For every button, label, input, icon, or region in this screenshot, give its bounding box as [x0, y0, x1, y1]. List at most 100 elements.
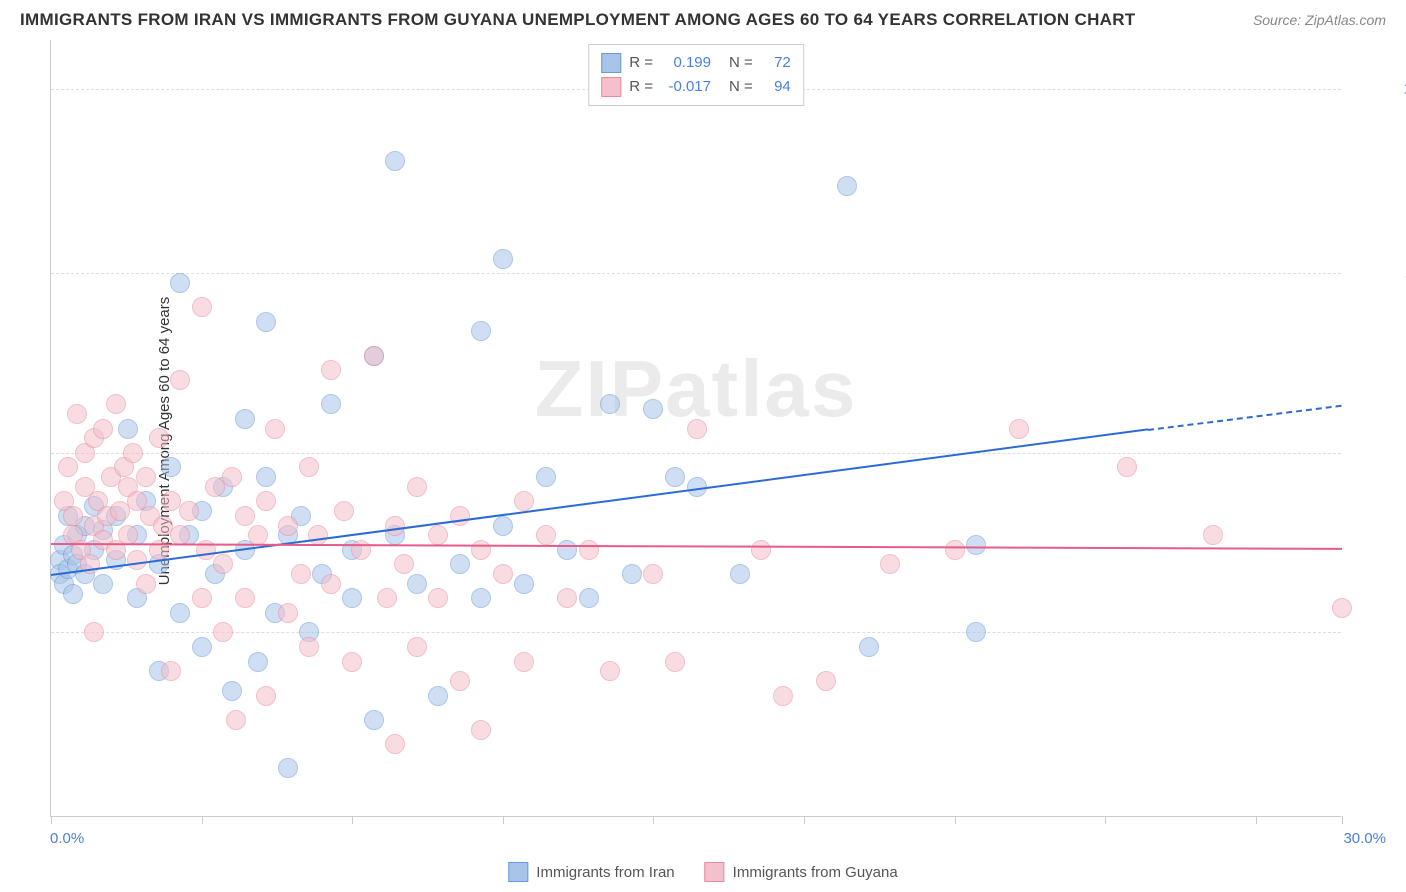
scatter-point	[536, 525, 556, 545]
scatter-point	[407, 477, 427, 497]
scatter-point	[256, 312, 276, 332]
scatter-point	[321, 394, 341, 414]
scatter-point	[248, 525, 268, 545]
scatter-point	[1009, 419, 1029, 439]
scatter-point	[93, 574, 113, 594]
legend-r-label: R =	[629, 51, 653, 75]
scatter-point	[192, 297, 212, 317]
x-tick	[202, 816, 203, 824]
scatter-point	[308, 525, 328, 545]
scatter-point	[235, 506, 255, 526]
scatter-point	[450, 554, 470, 574]
scatter-point	[643, 399, 663, 419]
scatter-point	[859, 637, 879, 657]
scatter-point	[93, 419, 113, 439]
scatter-point	[342, 588, 362, 608]
scatter-point	[407, 574, 427, 594]
correlation-legend-row: R =0.199N =72	[601, 51, 791, 75]
scatter-point	[450, 671, 470, 691]
series-legend-item: Immigrants from Guyana	[705, 862, 898, 882]
legend-swatch	[601, 53, 621, 73]
scatter-point	[385, 516, 405, 536]
scatter-point	[665, 467, 685, 487]
scatter-point	[235, 409, 255, 429]
scatter-point	[385, 151, 405, 171]
scatter-point	[493, 564, 513, 584]
x-tick	[653, 816, 654, 824]
scatter-point	[394, 554, 414, 574]
legend-swatch	[601, 77, 621, 97]
scatter-point	[170, 603, 190, 623]
scatter-point	[321, 574, 341, 594]
scatter-point	[342, 652, 362, 672]
chart-container: Unemployment Among Ages 60 to 64 years Z…	[50, 40, 1396, 842]
scatter-point	[248, 652, 268, 672]
scatter-point	[278, 516, 298, 536]
scatter-point	[334, 501, 354, 521]
plot-area: ZIPatlas R =0.199N =72R =-0.017N =94	[50, 40, 1341, 817]
scatter-point	[514, 574, 534, 594]
series-legend-label: Immigrants from Iran	[536, 864, 674, 881]
scatter-point	[471, 588, 491, 608]
scatter-point	[622, 564, 642, 584]
scatter-point	[1332, 598, 1352, 618]
legend-r-value: -0.017	[661, 75, 711, 99]
scatter-point	[222, 467, 242, 487]
scatter-point	[600, 394, 620, 414]
scatter-point	[299, 457, 319, 477]
scatter-point	[514, 652, 534, 672]
scatter-point	[192, 588, 212, 608]
x-tick	[1342, 816, 1343, 824]
correlation-legend-row: R =-0.017N =94	[601, 75, 791, 99]
scatter-point	[377, 588, 397, 608]
scatter-point	[450, 506, 470, 526]
x-tick	[955, 816, 956, 824]
scatter-point	[493, 249, 513, 269]
scatter-point	[837, 176, 857, 196]
series-legend-label: Immigrants from Guyana	[733, 864, 898, 881]
scatter-point	[773, 686, 793, 706]
series-legend: Immigrants from Iran Immigrants from Guya…	[508, 862, 897, 882]
scatter-point	[407, 637, 427, 657]
legend-n-label: N =	[729, 75, 753, 99]
x-tick	[51, 816, 52, 824]
grid-line	[51, 273, 1341, 274]
scatter-point	[428, 686, 448, 706]
scatter-point	[880, 554, 900, 574]
scatter-point	[256, 467, 276, 487]
scatter-point	[256, 491, 276, 511]
correlation-legend: R =0.199N =72R =-0.017N =94	[588, 44, 804, 106]
scatter-point	[127, 550, 147, 570]
grid-line	[51, 453, 1341, 454]
scatter-point	[192, 637, 212, 657]
scatter-point	[557, 588, 577, 608]
scatter-point	[170, 525, 190, 545]
scatter-point	[136, 467, 156, 487]
scatter-point	[321, 360, 341, 380]
scatter-point	[123, 443, 143, 463]
scatter-point	[579, 588, 599, 608]
x-tick	[503, 816, 504, 824]
legend-r-value: 0.199	[661, 51, 711, 75]
scatter-point	[63, 506, 83, 526]
scatter-point	[222, 681, 242, 701]
legend-swatch	[508, 862, 528, 882]
scatter-point	[265, 419, 285, 439]
scatter-point	[351, 540, 371, 560]
scatter-point	[428, 525, 448, 545]
scatter-point	[665, 652, 685, 672]
scatter-point	[816, 671, 836, 691]
scatter-point	[557, 540, 577, 560]
scatter-point	[364, 710, 384, 730]
scatter-point	[471, 540, 491, 560]
scatter-point	[966, 535, 986, 555]
scatter-point	[278, 758, 298, 778]
scatter-point	[149, 428, 169, 448]
trend-line-dashed	[1148, 404, 1342, 430]
x-axis-min-label: 0.0%	[50, 830, 84, 847]
scatter-point	[471, 321, 491, 341]
legend-n-value: 72	[761, 51, 791, 75]
scatter-point	[299, 637, 319, 657]
x-tick	[1105, 816, 1106, 824]
scatter-point	[226, 710, 246, 730]
